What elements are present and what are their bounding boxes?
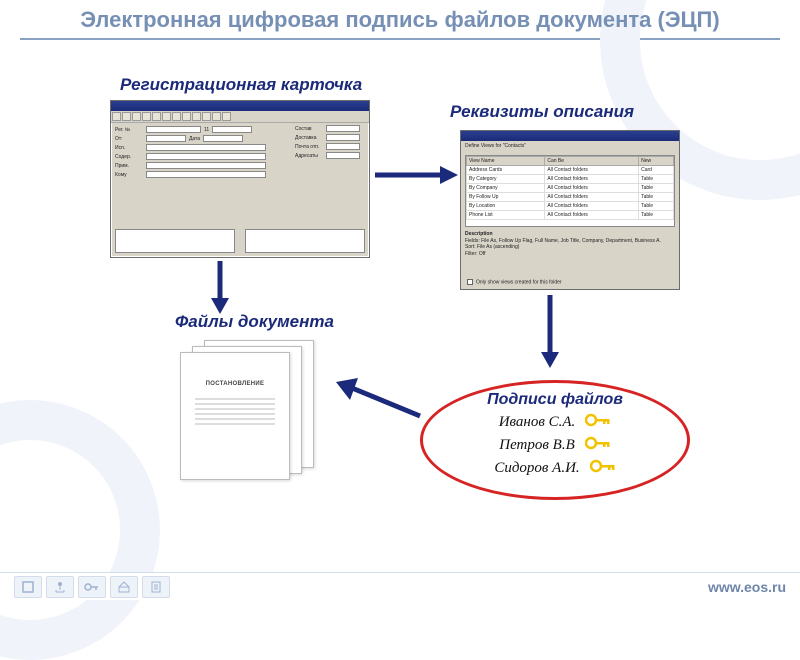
footer-icon <box>46 576 74 598</box>
footer-icon <box>142 576 170 598</box>
label-files: Файлы документа <box>175 312 334 332</box>
registration-bottom-panels <box>115 227 365 255</box>
signature-row: Петров В.В <box>499 436 610 455</box>
arrow-attr-to-sign <box>530 290 570 370</box>
window-titlebar <box>461 131 679 141</box>
key-icon <box>590 459 616 478</box>
label-signatures: Подписи файлов <box>487 391 623 409</box>
attributes-description: Description Fields: File As, Follow Up F… <box>465 231 675 257</box>
label-attributes: Реквизиты описания <box>450 102 634 122</box>
signature-name: Иванов С.А. <box>499 414 576 431</box>
key-icon <box>585 436 611 455</box>
signatures-oval: Подписи файлов Иванов С.А. Петров В.В Си… <box>420 380 690 500</box>
arrow-reg-to-attr <box>370 160 460 190</box>
attr-window-title: Define Views for "Contacts" <box>461 141 679 151</box>
registration-card-window: Рег. №11 От:Дата Исп. Содер. Прим. Кому … <box>110 100 370 258</box>
attributes-grid: View Name Can Be New Address CardsAll Co… <box>465 155 675 227</box>
registration-right-fields: Состав Доставка Почта отп. Адресаты <box>295 125 365 161</box>
footer-icons <box>14 576 170 598</box>
window-titlebar <box>111 101 369 111</box>
attributes-window: Define Views for "Contacts" View Name Ca… <box>460 130 680 290</box>
window-toolbar <box>111 111 369 123</box>
footer-bar: www.eos.ru <box>0 572 800 600</box>
slide-title: Электронная цифровая подпись файлов доку… <box>0 0 800 36</box>
signature-row: Сидоров А.И. <box>494 459 615 478</box>
label-registration: Регистрационная карточка <box>120 75 362 95</box>
document-files-stack: ПОСТАНОВЛЕНИЕ <box>180 340 330 480</box>
attributes-checkbox: Only show views created for this folder <box>467 279 562 285</box>
key-icon <box>585 413 611 432</box>
signature-row: Иванов С.А. <box>499 413 612 432</box>
arrow-sign-to-files <box>330 376 430 426</box>
arrow-reg-to-files <box>200 256 240 316</box>
footer-icon <box>110 576 138 598</box>
footer-url: www.eos.ru <box>708 579 786 595</box>
footer-key-icon <box>78 576 106 598</box>
signature-name: Сидоров А.И. <box>494 460 579 477</box>
footer-icon <box>14 576 42 598</box>
diagram-canvas: Регистрационная карточка Реквизиты описа… <box>0 60 800 570</box>
signature-name: Петров В.В <box>499 437 574 454</box>
